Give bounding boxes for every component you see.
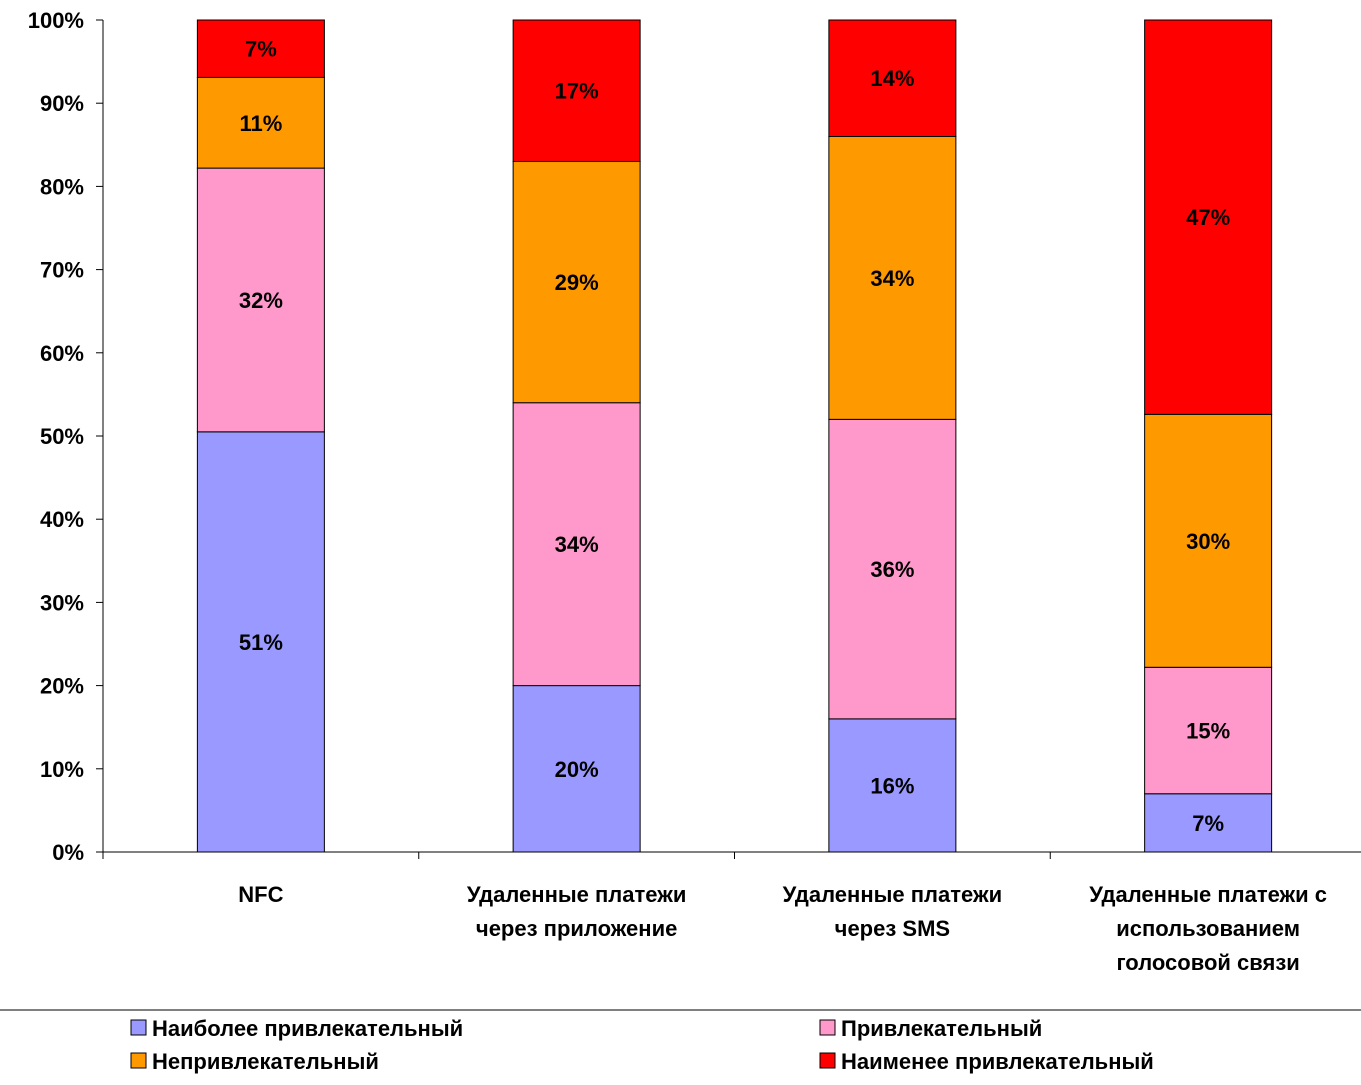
y-tick-label: 20% <box>40 674 84 699</box>
bar-segment <box>1144 413 1273 668</box>
legend-label: Привлекательный <box>841 1016 1042 1041</box>
x-category-label: использованием <box>1116 916 1300 941</box>
data-label: 36% <box>870 557 914 582</box>
legend-label: Наименее привлекательный <box>841 1049 1154 1074</box>
legend-label: Непривлекательный <box>152 1049 379 1074</box>
data-label: 47% <box>1186 205 1230 230</box>
data-label: 7% <box>245 37 277 62</box>
x-category-label: Удаленные платежи <box>783 882 1002 907</box>
y-tick-label: 90% <box>40 91 84 116</box>
y-tick-label: 70% <box>40 258 84 283</box>
data-label: 20% <box>555 757 599 782</box>
x-category-label: Удаленные платежи <box>467 882 686 907</box>
y-tick-label: 40% <box>40 507 84 532</box>
legend-swatch <box>130 1052 147 1069</box>
data-label: 30% <box>1186 529 1230 554</box>
data-label: 34% <box>555 532 599 557</box>
y-tick-label: 100% <box>28 8 84 33</box>
bar-segment <box>196 431 325 853</box>
data-label: 7% <box>1192 811 1224 836</box>
x-category-label: голосовой связи <box>1116 950 1299 975</box>
data-label: 16% <box>870 773 914 798</box>
bar-segment <box>1144 19 1273 415</box>
y-tick-label: 60% <box>40 341 84 366</box>
y-tick-label: 0% <box>52 840 84 865</box>
bar-segment <box>828 135 957 420</box>
data-label: 17% <box>555 79 599 104</box>
y-tick-label: 30% <box>40 590 84 615</box>
data-label: 15% <box>1186 719 1230 744</box>
data-label: 14% <box>870 66 914 91</box>
data-label: 29% <box>555 270 599 295</box>
legend-label: Наиболее привлекательный <box>152 1016 463 1041</box>
x-category-label: NFC <box>238 882 283 907</box>
legend-swatch <box>819 1019 836 1036</box>
y-tick-label: 80% <box>40 174 84 199</box>
bar-segment <box>512 402 641 687</box>
bar-segment <box>196 19 325 78</box>
bar-segment <box>1144 666 1273 795</box>
bar-segment <box>828 718 957 853</box>
bar-segment <box>196 167 325 433</box>
bar-segment <box>828 19 957 137</box>
x-category-label: Удаленные платежи с <box>1089 882 1327 907</box>
y-tick-label: 50% <box>40 424 84 449</box>
legend-swatch <box>130 1019 147 1036</box>
bar-segment <box>196 76 325 169</box>
x-category-label: через приложение <box>476 916 677 941</box>
bar-segment <box>1144 793 1273 853</box>
y-tick-label: 10% <box>40 757 84 782</box>
x-category-label: через SMS <box>835 916 950 941</box>
bar-segment <box>828 418 957 720</box>
legend-swatch <box>819 1052 836 1069</box>
data-label: 11% <box>239 111 282 136</box>
data-label: 51% <box>239 630 283 655</box>
bar-segment <box>512 685 641 853</box>
data-label: 34% <box>870 266 914 291</box>
bar-segment <box>512 19 641 162</box>
data-label: 32% <box>239 288 283 313</box>
